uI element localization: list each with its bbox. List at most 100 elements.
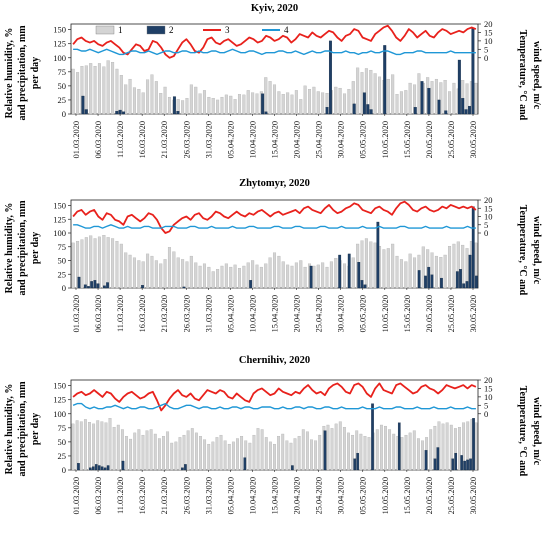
humidity-bar (190, 428, 194, 471)
humidity-bar (281, 261, 285, 289)
humidity-bar (137, 89, 141, 115)
temperature-line (72, 24, 477, 59)
precipitation-bar (243, 457, 247, 471)
humidity-bar (375, 429, 379, 471)
y-axis-label-left: per day (30, 413, 41, 445)
precipitation-bar (397, 422, 401, 471)
chart-title: Zhytomyr, 2020 (239, 178, 310, 189)
y-axis-label-left: Relative humidity, % (4, 203, 15, 294)
precipitation-bar (118, 109, 122, 115)
humidity-bar (207, 266, 211, 289)
x-tick-label: 20.05.2020 (425, 477, 434, 514)
humidity-bar (220, 96, 224, 115)
humidity-bar (203, 439, 207, 471)
precipitation-bar (469, 458, 472, 471)
humidity-bar (285, 440, 289, 471)
x-tick-label: 06.03.2020 (94, 295, 103, 332)
x-tick-label: 25.04.2020 (315, 295, 324, 332)
humidity-bar (185, 261, 189, 289)
right-tick-label: 15 (484, 203, 493, 213)
humidity-bar (301, 429, 305, 471)
humidity-bar (404, 434, 408, 471)
temperature-line (72, 382, 477, 412)
precipitation-bar (356, 452, 359, 471)
humidity-bar (294, 262, 298, 289)
humidity-bar (97, 63, 101, 115)
humidity-bar (312, 86, 316, 115)
x-tick-label: 25.05.2020 (447, 477, 456, 514)
humidity-bar (242, 265, 246, 289)
precipitation-bar (100, 466, 104, 471)
humidity-bar (364, 238, 368, 289)
humidity-bar (83, 419, 87, 471)
humidity-bar (154, 81, 158, 115)
humidity-bar (404, 261, 408, 289)
precipitation-bar (369, 109, 373, 115)
humidity-bar (145, 430, 149, 471)
wind-speed-line (73, 48, 476, 56)
humidity-bar (449, 424, 453, 471)
humidity-bar (277, 255, 281, 289)
humidity-bar (399, 259, 403, 289)
precipitation-bar (353, 458, 357, 471)
x-tick-label: 01.03.2020 (72, 121, 81, 158)
humidity-bar (104, 422, 108, 471)
left-tick-label: 0 (62, 109, 66, 119)
x-tick-label: 25.05.2020 (447, 121, 456, 158)
humidity-bar (386, 78, 390, 115)
humidity-bar (176, 257, 180, 289)
x-tick-label: 10.04.2020 (248, 121, 257, 158)
humidity-bar (408, 432, 412, 471)
humidity-bar (146, 253, 150, 289)
humidity-bar (146, 79, 150, 115)
humidity-bar (236, 438, 239, 471)
precipitation-bar (77, 463, 80, 471)
humidity-bar (314, 440, 318, 471)
humidity-bar (268, 441, 272, 471)
legend-label-1: 1 (118, 25, 123, 35)
precipitation-bar (463, 460, 466, 471)
humidity-bar (157, 438, 161, 471)
precipitation-bar (115, 111, 119, 115)
humidity-bar (316, 91, 320, 115)
humidity-bar (211, 98, 215, 115)
humidity-bar (182, 434, 186, 471)
x-tick-label: 11.03.2020 (116, 295, 125, 332)
precipitation-bar (455, 271, 459, 289)
precipitation-bar (91, 466, 95, 471)
x-tick-label: 20.05.2020 (425, 295, 434, 332)
humidity-bar (224, 263, 228, 289)
humidity-bar (303, 266, 307, 289)
humidity-bar (220, 265, 224, 289)
precipitation-bar (325, 107, 329, 115)
humidity-bar (89, 63, 93, 115)
precipitation-bar (472, 418, 475, 471)
humidity-bar (434, 255, 438, 289)
humidity-bar (252, 434, 256, 471)
x-tick-label: 15.05.2020 (403, 477, 412, 514)
right-tick-label: 5 (484, 400, 488, 410)
humidity-bar (268, 81, 272, 115)
humidity-bar (286, 92, 290, 115)
x-tick-label: 25.04.2020 (315, 121, 324, 158)
x-tick-label: 25.04.2020 (315, 477, 324, 514)
legend-label-4: 4 (284, 25, 289, 35)
humidity-bar (111, 62, 115, 115)
precipitation-bar (352, 103, 356, 115)
x-tick-label: 05.04.2020 (226, 295, 235, 332)
humidity-bar (119, 75, 123, 115)
humidity-bar (421, 246, 425, 289)
precipitation-bar (102, 285, 106, 289)
wind-speed-line (72, 402, 476, 410)
right-tick-label: 20 (484, 195, 493, 205)
humidity-bar (303, 85, 307, 115)
y-axis-label-right: Temperature, °C and (517, 386, 528, 477)
humidity-bar (384, 425, 387, 471)
precipitation-bar (376, 221, 380, 289)
humidity-bar (124, 252, 128, 289)
humidity-bar (181, 259, 185, 289)
left-tick-label: 0 (62, 465, 66, 475)
chart-panel-2: Zhytomyr, 2020 Relative humidity, % and pr… (4, 178, 542, 332)
precipitation-bar (90, 281, 94, 289)
